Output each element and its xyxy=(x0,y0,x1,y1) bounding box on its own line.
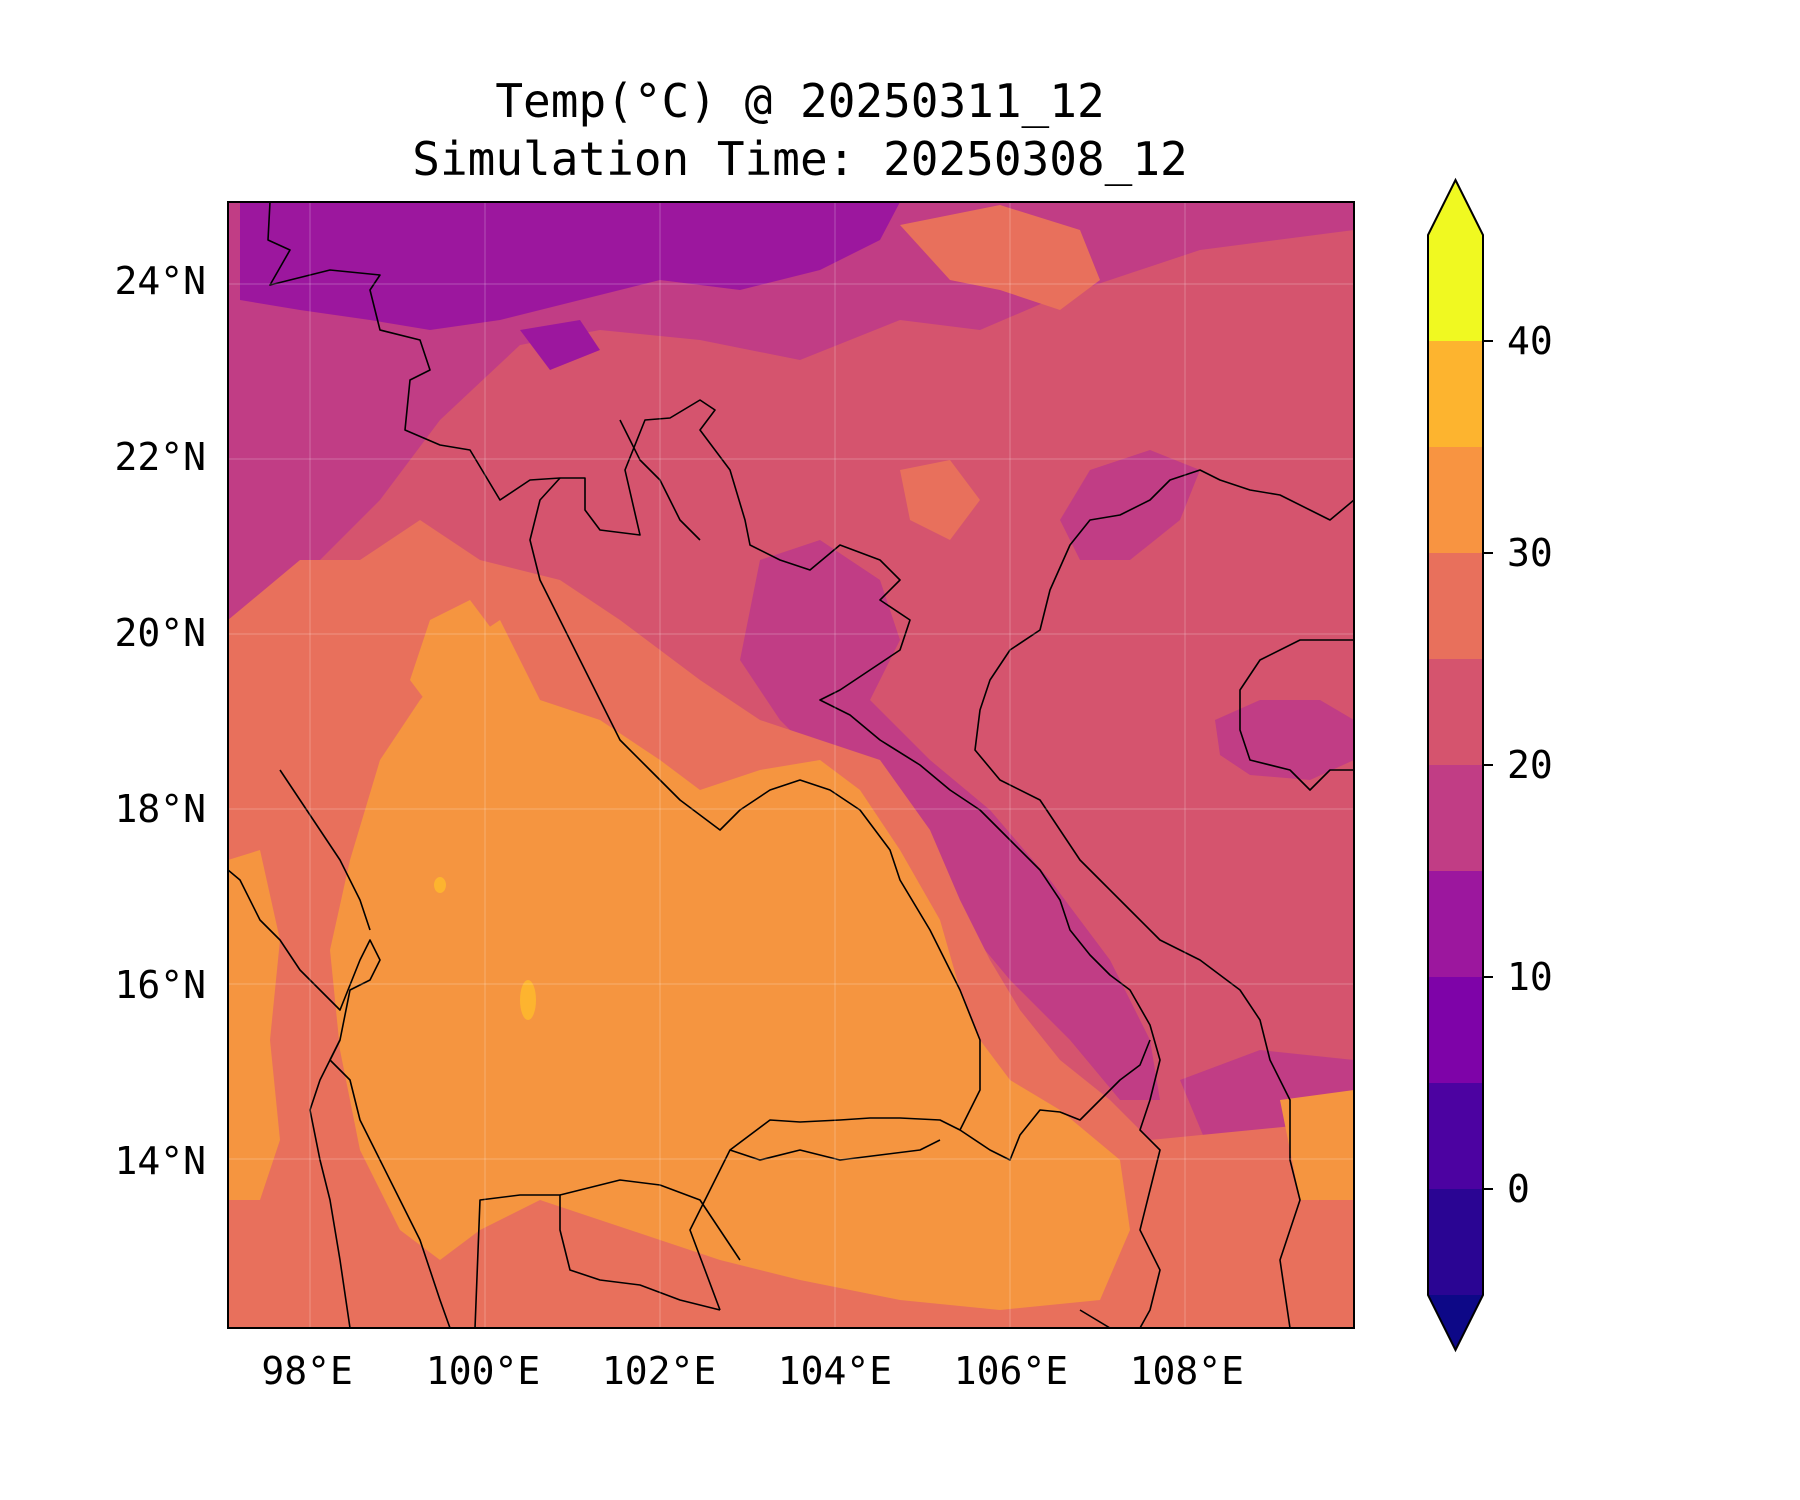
y-tick-label: 20°N xyxy=(114,611,206,655)
colorbar-outline xyxy=(1427,177,1484,1353)
x-tick-label: 108°E xyxy=(1130,1349,1244,1393)
x-tick-label: 100°E xyxy=(426,1349,540,1393)
field-30-35-north-patch xyxy=(410,600,500,720)
y-tick-label: 22°N xyxy=(114,435,206,479)
colorbar-band xyxy=(1428,1189,1483,1295)
graticule xyxy=(228,202,1354,1328)
y-tick-label: 24°N xyxy=(114,259,206,303)
colorbar-tick-label: 20 xyxy=(1507,743,1553,787)
field-10-15-spot1 xyxy=(520,320,600,370)
colorbar-tick-label: 10 xyxy=(1507,955,1553,999)
colorbar-band xyxy=(1428,235,1483,341)
coastlines-borders xyxy=(228,202,1354,1328)
colorbar-extend-min xyxy=(1428,1295,1483,1350)
x-axis-ticks: 98°E 100°E 102°E 104°E 106°E 108°E xyxy=(261,1349,1244,1393)
field-25-30-north xyxy=(900,205,1100,310)
field-15-20-gulf xyxy=(1060,450,1200,560)
field-15-20-laos xyxy=(740,540,1160,1100)
field-25-30-spot2 xyxy=(900,460,980,540)
field-10-15-yunnan xyxy=(240,202,900,330)
colorbar-band xyxy=(1428,659,1483,765)
colorbar-band xyxy=(1428,1083,1483,1189)
colorbar-band xyxy=(1428,553,1483,659)
x-tick-label: 98°E xyxy=(261,1349,353,1393)
colorbar-band xyxy=(1428,765,1483,871)
map-frame xyxy=(227,201,1355,1329)
field-30-35-central xyxy=(330,620,1130,1310)
colorbar-band xyxy=(1428,341,1483,447)
x-tick-label: 104°E xyxy=(778,1349,892,1393)
x-tick-label: 106°E xyxy=(954,1349,1068,1393)
colorbar-band xyxy=(1428,977,1483,1083)
colorbar-tick-label: 30 xyxy=(1507,531,1553,575)
field-35-40-spot2 xyxy=(434,877,446,893)
colorbar-band xyxy=(1428,447,1483,553)
colorbar-band xyxy=(1428,871,1483,977)
field-30-35-se-patch xyxy=(1280,1090,1354,1200)
temperature-field xyxy=(228,202,1354,1328)
colorbar-tick-label: 0 xyxy=(1507,1167,1530,1211)
y-axis-ticks: 24°N 22°N 20°N 18°N 16°N 14°N xyxy=(114,259,206,1183)
map-title: Temp(°C) @ 20250311_12 xyxy=(495,74,1105,128)
x-tick-label: 102°E xyxy=(602,1349,716,1393)
field-30-35-west-strip xyxy=(228,850,280,1200)
colorbar-extend-max xyxy=(1428,180,1483,235)
colorbar: 0 10 20 30 40 xyxy=(1427,177,1553,1353)
y-tick-label: 14°N xyxy=(114,1139,206,1183)
y-tick-label: 18°N xyxy=(114,787,206,831)
field-35-40-spot1 xyxy=(520,980,536,1020)
map-subtitle: Simulation Time: 20250308_12 xyxy=(412,132,1188,186)
colorbar-tick-label: 40 xyxy=(1507,319,1553,363)
y-tick-label: 16°N xyxy=(114,963,206,1007)
